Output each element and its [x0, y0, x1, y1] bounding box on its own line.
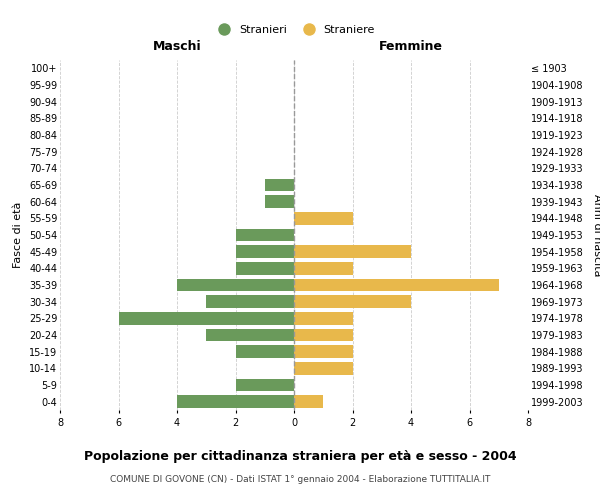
Bar: [235, 346, 294, 358]
Bar: [294, 296, 411, 308]
Bar: [294, 246, 411, 258]
Bar: [206, 296, 294, 308]
Bar: [294, 362, 353, 374]
Bar: [119, 312, 294, 324]
Text: Femmine: Femmine: [379, 40, 443, 53]
Legend: Stranieri, Straniere: Stranieri, Straniere: [209, 20, 379, 39]
Bar: [206, 329, 294, 341]
Bar: [265, 179, 294, 192]
Bar: [294, 279, 499, 291]
Bar: [294, 396, 323, 408]
Y-axis label: Anni di nascita: Anni di nascita: [592, 194, 600, 276]
Bar: [235, 379, 294, 391]
Bar: [235, 229, 294, 241]
Text: Maschi: Maschi: [152, 40, 202, 53]
Bar: [294, 312, 353, 324]
Bar: [177, 279, 294, 291]
Bar: [294, 262, 353, 274]
Bar: [177, 396, 294, 408]
Y-axis label: Fasce di età: Fasce di età: [13, 202, 23, 268]
Bar: [235, 246, 294, 258]
Bar: [235, 262, 294, 274]
Text: COMUNE DI GOVONE (CN) - Dati ISTAT 1° gennaio 2004 - Elaborazione TUTTITALIA.IT: COMUNE DI GOVONE (CN) - Dati ISTAT 1° ge…: [110, 475, 490, 484]
Bar: [294, 329, 353, 341]
Bar: [294, 346, 353, 358]
Bar: [265, 196, 294, 208]
Bar: [294, 212, 353, 224]
Text: Popolazione per cittadinanza straniera per età e sesso - 2004: Popolazione per cittadinanza straniera p…: [83, 450, 517, 463]
